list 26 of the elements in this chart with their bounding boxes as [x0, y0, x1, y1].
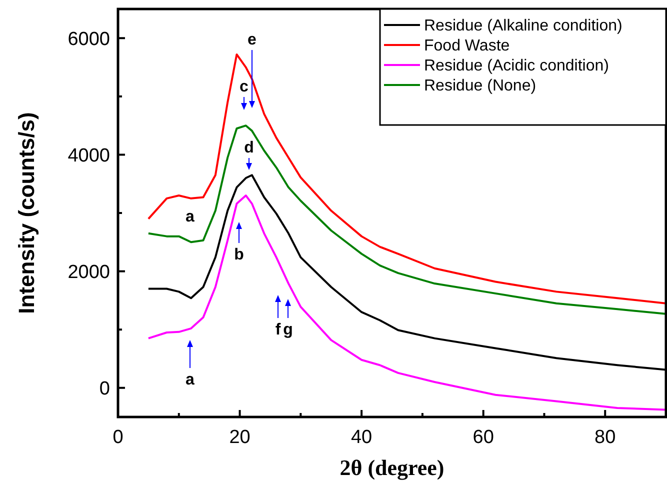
- y-tick-label: 2000: [68, 262, 110, 283]
- annotation: b: [234, 246, 244, 264]
- line-series: [147, 124, 666, 315]
- annotation: g: [283, 322, 293, 339]
- annotation: c: [240, 78, 249, 96]
- annotation: e: [248, 32, 257, 49]
- x-axis-title: 2θ (degree): [340, 455, 444, 480]
- y-tick-label: 0: [99, 378, 110, 400]
- annotation: a: [186, 208, 195, 226]
- x-tick-label: 40: [350, 427, 372, 448]
- annotation: d: [244, 140, 254, 157]
- x-tick-label: 60: [472, 427, 494, 448]
- legend-label: Residue (Alkaline condition): [424, 18, 622, 35]
- y-axis-title: Intensity (counts/s): [14, 112, 39, 314]
- x-tick-label: 80: [594, 427, 616, 448]
- legend-label: Food Waste: [424, 38, 510, 55]
- x-tick-label: 20: [229, 427, 250, 448]
- y-tick-label: 4000: [68, 145, 110, 166]
- annotation: f: [275, 322, 282, 339]
- x-tick-label: 0: [112, 427, 124, 448]
- line-series: [147, 53, 666, 304]
- legend-label: Residue (Acidic condition): [424, 58, 609, 75]
- y-tick-label: 6000: [68, 28, 110, 50]
- line-series: [147, 194, 666, 411]
- annotation: a: [186, 372, 195, 389]
- legend-label: Residue (None): [424, 78, 536, 95]
